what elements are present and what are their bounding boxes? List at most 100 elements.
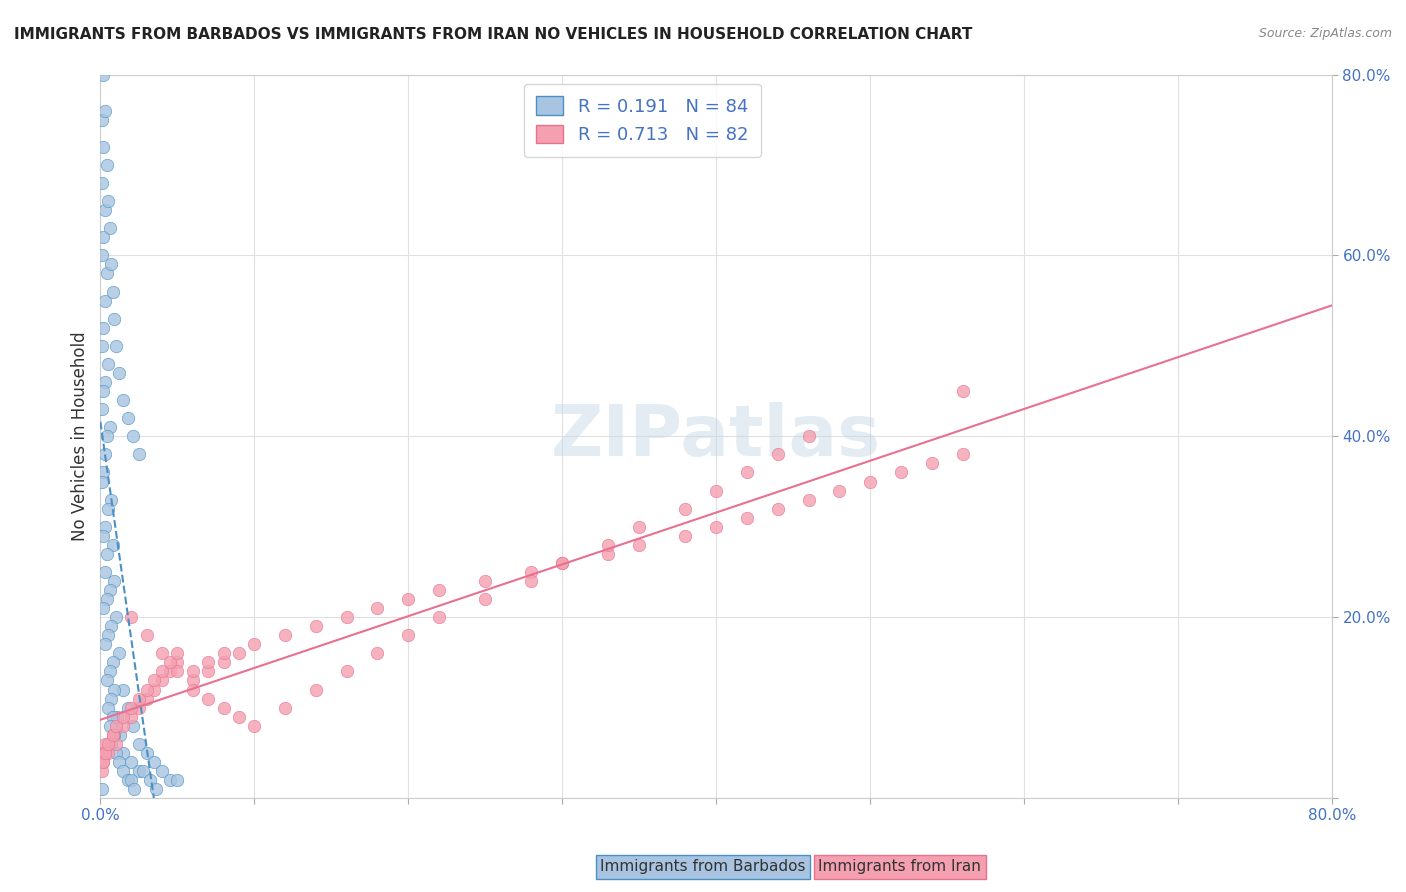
Point <box>121 719 143 733</box>
Point <box>212 656 235 670</box>
Point <box>93 320 115 334</box>
Point <box>797 429 820 443</box>
Point <box>112 746 135 760</box>
Point <box>94 737 117 751</box>
Point <box>90 248 112 262</box>
Point <box>94 520 117 534</box>
Point <box>135 682 157 697</box>
Point <box>128 700 150 714</box>
Point <box>735 510 758 524</box>
Text: ZIPatlas: ZIPatlas <box>551 401 882 471</box>
Point <box>128 737 150 751</box>
Point <box>108 366 131 380</box>
Point <box>122 782 145 797</box>
Point <box>305 619 328 633</box>
Point <box>97 746 120 760</box>
Point <box>673 529 696 543</box>
Point <box>766 501 789 516</box>
Point <box>97 194 120 208</box>
Point <box>117 411 139 425</box>
Point <box>93 755 115 769</box>
Point <box>94 637 117 651</box>
Point <box>143 673 166 688</box>
Point <box>135 691 157 706</box>
Point <box>94 103 117 118</box>
Point <box>336 665 359 679</box>
Point <box>90 475 112 489</box>
Point <box>598 547 620 561</box>
Point <box>96 429 118 443</box>
Point <box>97 501 120 516</box>
Point <box>90 339 112 353</box>
Point <box>181 665 204 679</box>
Point <box>93 529 115 543</box>
Point <box>181 682 204 697</box>
Point <box>98 582 121 597</box>
Point <box>120 610 142 624</box>
Point <box>828 483 851 498</box>
Point <box>166 656 188 670</box>
Point <box>93 68 115 82</box>
Text: IMMIGRANTS FROM BARBADOS VS IMMIGRANTS FROM IRAN NO VEHICLES IN HOUSEHOLD CORREL: IMMIGRANTS FROM BARBADOS VS IMMIGRANTS F… <box>14 27 973 42</box>
Point <box>120 755 142 769</box>
Point <box>166 665 188 679</box>
Point <box>101 656 124 670</box>
Point <box>135 746 157 760</box>
Point <box>143 755 166 769</box>
Point <box>274 628 297 642</box>
Point <box>138 772 160 787</box>
Point <box>704 483 727 498</box>
Point <box>98 221 121 235</box>
Point <box>112 719 135 733</box>
Point <box>90 402 112 417</box>
Point <box>181 673 204 688</box>
Point <box>952 384 974 398</box>
Point <box>628 538 651 552</box>
Point <box>197 665 219 679</box>
Point <box>520 565 543 579</box>
Point <box>93 230 115 244</box>
Point <box>104 746 127 760</box>
Point <box>98 665 121 679</box>
Point <box>101 728 124 742</box>
Legend: R = 0.191   N = 84, R = 0.713   N = 82: R = 0.191 N = 84, R = 0.713 N = 82 <box>523 84 761 157</box>
Point <box>93 755 115 769</box>
Point <box>96 547 118 561</box>
Point <box>94 293 117 308</box>
Point <box>159 665 181 679</box>
Point <box>197 691 219 706</box>
Point <box>166 772 188 787</box>
Point <box>103 682 125 697</box>
Point <box>100 691 122 706</box>
Point <box>112 709 135 723</box>
Point <box>104 610 127 624</box>
Point <box>135 628 157 642</box>
Point <box>94 375 117 389</box>
Point <box>859 475 882 489</box>
Point <box>159 656 181 670</box>
Point <box>150 673 173 688</box>
Point <box>143 682 166 697</box>
Point <box>336 610 359 624</box>
Point <box>551 556 574 570</box>
Point <box>90 112 112 127</box>
Point <box>93 140 115 154</box>
Text: Source: ZipAtlas.com: Source: ZipAtlas.com <box>1258 27 1392 40</box>
Point <box>474 574 496 588</box>
Point <box>97 700 120 714</box>
Point <box>150 764 173 778</box>
Point <box>121 429 143 443</box>
Point <box>93 384 115 398</box>
Point <box>212 646 235 660</box>
Point <box>128 764 150 778</box>
Point <box>96 267 118 281</box>
Point <box>150 665 173 679</box>
Point <box>396 628 419 642</box>
Point <box>90 746 112 760</box>
Point <box>100 257 122 271</box>
Point <box>228 646 250 660</box>
Point <box>120 700 142 714</box>
Point <box>110 728 132 742</box>
Point <box>427 610 450 624</box>
Point <box>100 619 122 633</box>
